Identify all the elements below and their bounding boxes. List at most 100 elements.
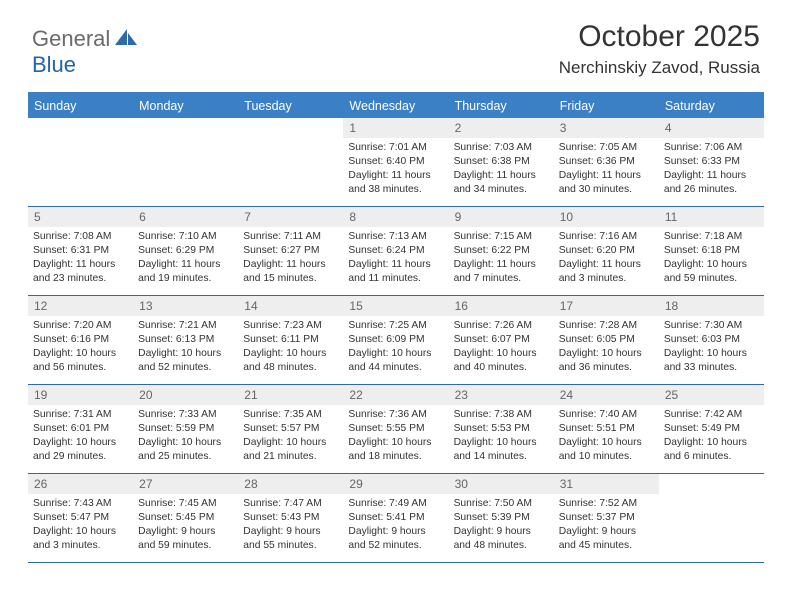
day-cell: 23Sunrise: 7:38 AMSunset: 5:53 PMDayligh… [449,385,554,473]
day-number: 12 [28,296,133,316]
brand-word-1: General [32,26,110,52]
day-number: 16 [449,296,554,316]
day-details: Sunrise: 7:15 AMSunset: 6:22 PMDaylight:… [449,227,554,291]
day-details: Sunrise: 7:52 AMSunset: 5:37 PMDaylight:… [554,494,659,558]
week-row: 12Sunrise: 7:20 AMSunset: 6:16 PMDayligh… [28,296,764,385]
day-details: Sunrise: 7:03 AMSunset: 6:38 PMDaylight:… [449,138,554,202]
week-row: 1Sunrise: 7:01 AMSunset: 6:40 PMDaylight… [28,118,764,207]
day-cell: 16Sunrise: 7:26 AMSunset: 6:07 PMDayligh… [449,296,554,384]
day-cell: 10Sunrise: 7:16 AMSunset: 6:20 PMDayligh… [554,207,659,295]
day-cell [659,474,764,562]
day-cell: 18Sunrise: 7:30 AMSunset: 6:03 PMDayligh… [659,296,764,384]
title-block: October 2025 Nerchinskiy Zavod, Russia [559,20,760,78]
day-details: Sunrise: 7:35 AMSunset: 5:57 PMDaylight:… [238,405,343,469]
week-row: 5Sunrise: 7:08 AMSunset: 6:31 PMDaylight… [28,207,764,296]
brand-word-2: Blue [32,52,76,77]
day-number: 4 [659,118,764,138]
day-cell: 14Sunrise: 7:23 AMSunset: 6:11 PMDayligh… [238,296,343,384]
day-details: Sunrise: 7:18 AMSunset: 6:18 PMDaylight:… [659,227,764,291]
day-details: Sunrise: 7:42 AMSunset: 5:49 PMDaylight:… [659,405,764,469]
week-row: 19Sunrise: 7:31 AMSunset: 6:01 PMDayligh… [28,385,764,474]
header: General October 2025 Nerchinskiy Zavod, … [0,0,792,86]
day-cell: 1Sunrise: 7:01 AMSunset: 6:40 PMDaylight… [343,118,448,206]
day-cell [28,118,133,206]
day-header: Friday [554,94,659,118]
day-cell: 13Sunrise: 7:21 AMSunset: 6:13 PMDayligh… [133,296,238,384]
day-details: Sunrise: 7:01 AMSunset: 6:40 PMDaylight:… [343,138,448,202]
day-details: Sunrise: 7:31 AMSunset: 6:01 PMDaylight:… [28,405,133,469]
day-number: 7 [238,207,343,227]
day-number: 20 [133,385,238,405]
day-header: Thursday [449,94,554,118]
day-details: Sunrise: 7:23 AMSunset: 6:11 PMDaylight:… [238,316,343,380]
day-number: 21 [238,385,343,405]
day-cell [133,118,238,206]
day-details: Sunrise: 7:36 AMSunset: 5:55 PMDaylight:… [343,405,448,469]
day-number: 13 [133,296,238,316]
day-number: 24 [554,385,659,405]
day-number: 25 [659,385,764,405]
day-cell: 7Sunrise: 7:11 AMSunset: 6:27 PMDaylight… [238,207,343,295]
day-cell: 30Sunrise: 7:50 AMSunset: 5:39 PMDayligh… [449,474,554,562]
day-number: 30 [449,474,554,494]
day-details: Sunrise: 7:05 AMSunset: 6:36 PMDaylight:… [554,138,659,202]
day-details: Sunrise: 7:16 AMSunset: 6:20 PMDaylight:… [554,227,659,291]
day-cell: 28Sunrise: 7:47 AMSunset: 5:43 PMDayligh… [238,474,343,562]
day-number: 11 [659,207,764,227]
day-cell: 20Sunrise: 7:33 AMSunset: 5:59 PMDayligh… [133,385,238,473]
day-header-row: SundayMondayTuesdayWednesdayThursdayFrid… [28,94,764,118]
day-cell: 17Sunrise: 7:28 AMSunset: 6:05 PMDayligh… [554,296,659,384]
day-number: 2 [449,118,554,138]
day-details: Sunrise: 7:11 AMSunset: 6:27 PMDaylight:… [238,227,343,291]
day-details: Sunrise: 7:25 AMSunset: 6:09 PMDaylight:… [343,316,448,380]
day-cell: 5Sunrise: 7:08 AMSunset: 6:31 PMDaylight… [28,207,133,295]
day-number: 6 [133,207,238,227]
day-number: 5 [28,207,133,227]
day-cell: 4Sunrise: 7:06 AMSunset: 6:33 PMDaylight… [659,118,764,206]
day-number: 14 [238,296,343,316]
day-number: 28 [238,474,343,494]
day-number: 18 [659,296,764,316]
day-cell: 15Sunrise: 7:25 AMSunset: 6:09 PMDayligh… [343,296,448,384]
day-cell: 11Sunrise: 7:18 AMSunset: 6:18 PMDayligh… [659,207,764,295]
day-number: 10 [554,207,659,227]
day-details: Sunrise: 7:50 AMSunset: 5:39 PMDaylight:… [449,494,554,558]
day-cell: 25Sunrise: 7:42 AMSunset: 5:49 PMDayligh… [659,385,764,473]
day-number: 31 [554,474,659,494]
day-header: Monday [133,94,238,118]
day-details: Sunrise: 7:28 AMSunset: 6:05 PMDaylight:… [554,316,659,380]
day-number: 3 [554,118,659,138]
day-cell: 3Sunrise: 7:05 AMSunset: 6:36 PMDaylight… [554,118,659,206]
day-details: Sunrise: 7:21 AMSunset: 6:13 PMDaylight:… [133,316,238,380]
day-number: 9 [449,207,554,227]
day-cell: 9Sunrise: 7:15 AMSunset: 6:22 PMDaylight… [449,207,554,295]
day-details: Sunrise: 7:06 AMSunset: 6:33 PMDaylight:… [659,138,764,202]
page-title: October 2025 [559,20,760,54]
day-header: Tuesday [238,94,343,118]
day-number: 26 [28,474,133,494]
week-row: 26Sunrise: 7:43 AMSunset: 5:47 PMDayligh… [28,474,764,563]
day-details: Sunrise: 7:40 AMSunset: 5:51 PMDaylight:… [554,405,659,469]
day-number: 19 [28,385,133,405]
day-details: Sunrise: 7:10 AMSunset: 6:29 PMDaylight:… [133,227,238,291]
day-cell: 19Sunrise: 7:31 AMSunset: 6:01 PMDayligh… [28,385,133,473]
day-details: Sunrise: 7:26 AMSunset: 6:07 PMDaylight:… [449,316,554,380]
day-cell: 31Sunrise: 7:52 AMSunset: 5:37 PMDayligh… [554,474,659,562]
day-details: Sunrise: 7:49 AMSunset: 5:41 PMDaylight:… [343,494,448,558]
day-cell: 2Sunrise: 7:03 AMSunset: 6:38 PMDaylight… [449,118,554,206]
day-number: 17 [554,296,659,316]
day-details: Sunrise: 7:47 AMSunset: 5:43 PMDaylight:… [238,494,343,558]
day-cell: 27Sunrise: 7:45 AMSunset: 5:45 PMDayligh… [133,474,238,562]
day-cell: 29Sunrise: 7:49 AMSunset: 5:41 PMDayligh… [343,474,448,562]
day-header: Saturday [659,94,764,118]
day-cell [238,118,343,206]
day-header: Wednesday [343,94,448,118]
day-number: 8 [343,207,448,227]
location-text: Nerchinskiy Zavod, Russia [559,58,760,78]
day-number: 15 [343,296,448,316]
day-details: Sunrise: 7:43 AMSunset: 5:47 PMDaylight:… [28,494,133,558]
day-number: 29 [343,474,448,494]
day-details: Sunrise: 7:30 AMSunset: 6:03 PMDaylight:… [659,316,764,380]
day-details: Sunrise: 7:20 AMSunset: 6:16 PMDaylight:… [28,316,133,380]
day-number: 22 [343,385,448,405]
